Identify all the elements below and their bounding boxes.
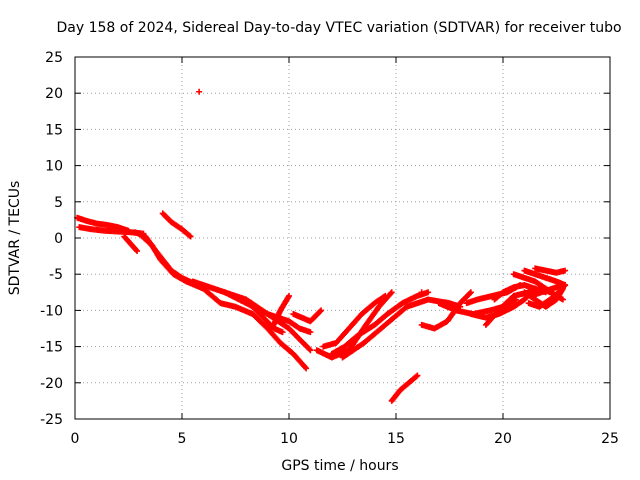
x-tick-label: 10: [280, 431, 298, 447]
x-tick-label: 5: [178, 431, 187, 447]
data-series-arc-6: [159, 210, 194, 240]
data-point: [307, 329, 314, 336]
data-point: [306, 346, 313, 353]
x-tick-label: 15: [387, 431, 405, 447]
data-points: [74, 88, 569, 404]
data-point: [382, 292, 389, 299]
data-point: [317, 308, 324, 315]
y-tick-label: -5: [49, 267, 63, 283]
data-point: [186, 232, 193, 239]
data-point: [286, 292, 292, 299]
data-point: [196, 88, 203, 95]
y-tick-label: -25: [40, 412, 63, 428]
y-tick-label: 15: [45, 122, 63, 138]
data-series-arc-14: [290, 307, 325, 325]
y-tick-label: 5: [54, 195, 63, 211]
data-point: [133, 246, 140, 253]
data-point: [413, 373, 420, 380]
grid-lines: [75, 57, 610, 419]
data-series-arc-26: [491, 282, 549, 303]
y-tick-label: -10: [40, 303, 63, 319]
y-tick-label: -20: [40, 376, 63, 392]
y-tick-label: 20: [45, 86, 63, 102]
y-tick-label: 0: [54, 231, 63, 247]
y-tick-label: -15: [40, 340, 63, 356]
axis-ticks: 0 5 10 15 20 25 -25 -20 -15 -10 -5 0 5 10 15 20 25: [40, 50, 619, 447]
data-point: [303, 365, 310, 372]
data-series-arc-9: [200, 285, 310, 372]
data-point: [562, 267, 569, 274]
x-tick-label: 20: [494, 431, 512, 447]
data-series-arc-19: [418, 289, 425, 296]
data-point: [559, 285, 566, 292]
data-series-arc-31: [532, 265, 569, 276]
chart-title: Day 158 of 2024, Sidereal Day-to-day VTE…: [56, 20, 621, 36]
data-point: [302, 364, 309, 371]
data-series-arc-7: [196, 88, 203, 95]
data-point: [387, 290, 394, 297]
data-point: [467, 289, 474, 296]
data-point: [414, 372, 421, 379]
x-tick-label: 0: [71, 431, 80, 447]
data-series-arc-20: [388, 372, 421, 404]
data-series-arc-12: [249, 303, 286, 336]
data-series-arc-3: [121, 233, 141, 255]
data-point: [134, 248, 141, 255]
data-series-arc-16: [320, 292, 389, 350]
data-point: [388, 289, 395, 296]
data-point: [381, 293, 388, 300]
x-axis-label: GPS time / hours: [281, 458, 398, 474]
x-tick-label: 25: [601, 431, 619, 447]
data-series-arc-13: [275, 314, 314, 336]
data-point: [318, 307, 325, 314]
data-point: [418, 289, 425, 296]
data-point: [187, 233, 194, 240]
y-tick-label: 25: [45, 50, 63, 66]
data-point: [279, 329, 286, 336]
data-point: [425, 289, 432, 296]
data-point: [307, 347, 314, 354]
data-point: [559, 296, 566, 303]
y-tick-label: 10: [45, 159, 63, 175]
y-axis-label: SDTVAR / TECUs: [7, 181, 23, 296]
data-point: [466, 290, 473, 297]
data-series-arc-32: [521, 285, 566, 310]
